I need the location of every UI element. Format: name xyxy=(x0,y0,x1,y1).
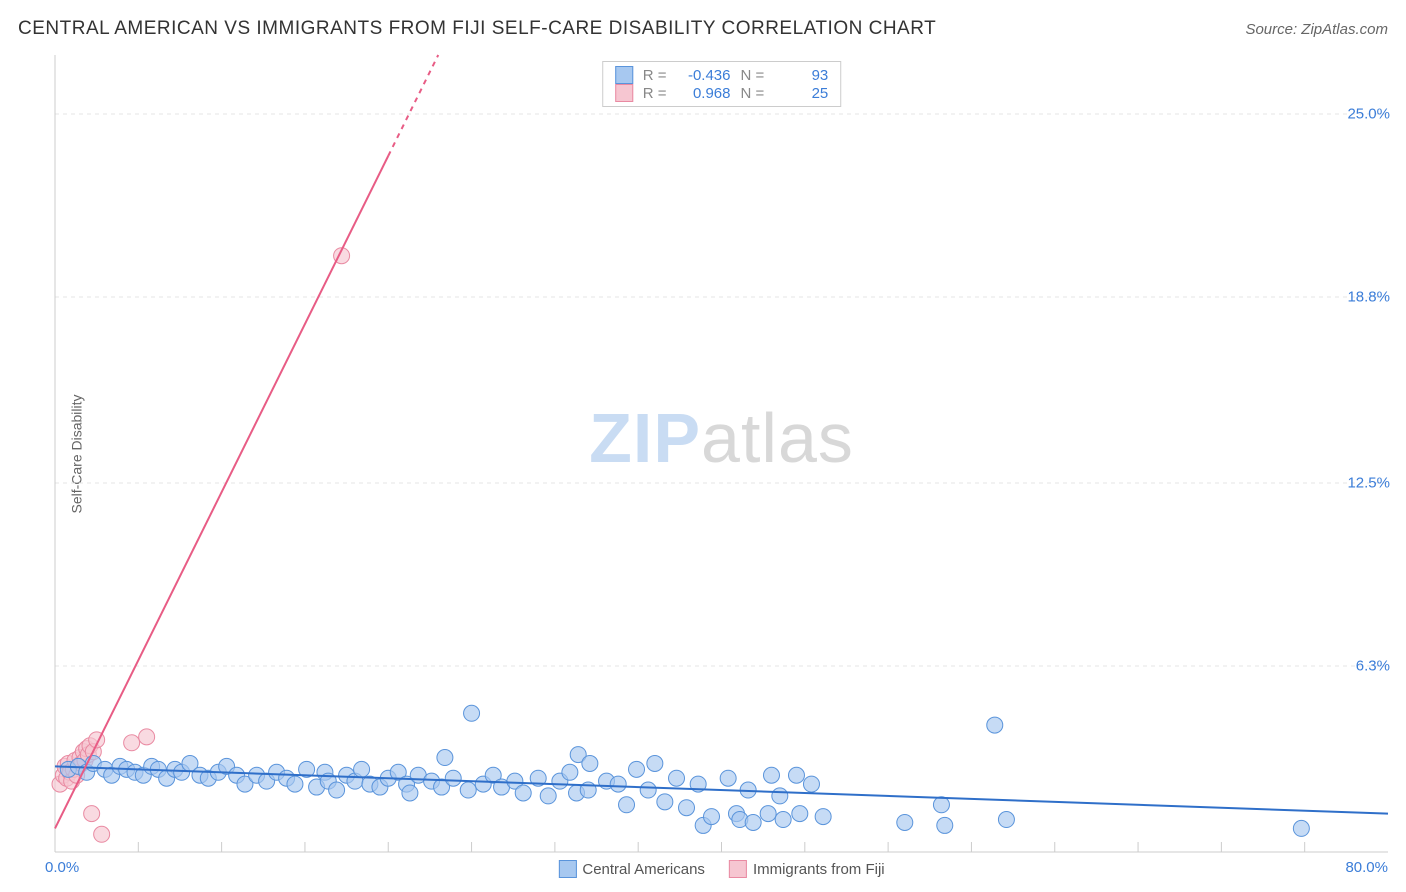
x-max-label: 80.0% xyxy=(1345,859,1388,876)
source-label: Source: ZipAtlas.com xyxy=(1245,21,1388,38)
scatter-svg xyxy=(55,55,1388,852)
stats-swatch xyxy=(615,66,633,84)
stats-N-value: 93 xyxy=(774,67,828,84)
x-origin-label: 0.0% xyxy=(45,859,79,876)
stats-R-label: R = xyxy=(643,67,667,84)
stats-R-value: 0.968 xyxy=(677,85,731,102)
stats-N-value: 25 xyxy=(774,85,828,102)
stats-R-value: -0.436 xyxy=(677,67,731,84)
legend-item: Central Americans xyxy=(558,860,705,878)
stats-R-label: R = xyxy=(643,85,667,102)
stats-N-label: N = xyxy=(741,85,765,102)
legend-label: Immigrants from Fiji xyxy=(753,861,885,878)
legend-label: Central Americans xyxy=(582,861,705,878)
legend-swatch xyxy=(558,860,576,878)
stats-row: R = 0.968 N = 25 xyxy=(615,84,829,102)
stats-row: R = -0.436 N = 93 xyxy=(615,66,829,84)
legend-swatch xyxy=(729,860,747,878)
footer-legend: Central Americans Immigrants from Fiji xyxy=(558,860,884,878)
y-tick-label: 12.5% xyxy=(1347,475,1390,492)
y-tick-label: 25.0% xyxy=(1347,106,1390,123)
stats-swatch xyxy=(615,84,633,102)
y-tick-label: 18.8% xyxy=(1347,289,1390,306)
y-tick-label: 6.3% xyxy=(1356,658,1390,675)
plot-area: Self-Care Disability ZIPatlas R =-0.436N… xyxy=(55,55,1388,852)
legend-item: Immigrants from Fiji xyxy=(729,860,885,878)
stats-N-label: N = xyxy=(741,67,765,84)
chart-title: CENTRAL AMERICAN VS IMMIGRANTS FROM FIJI… xyxy=(18,18,936,40)
stats-box: R = -0.436 N = 93 R = 0.968 N = 25 xyxy=(602,61,842,107)
